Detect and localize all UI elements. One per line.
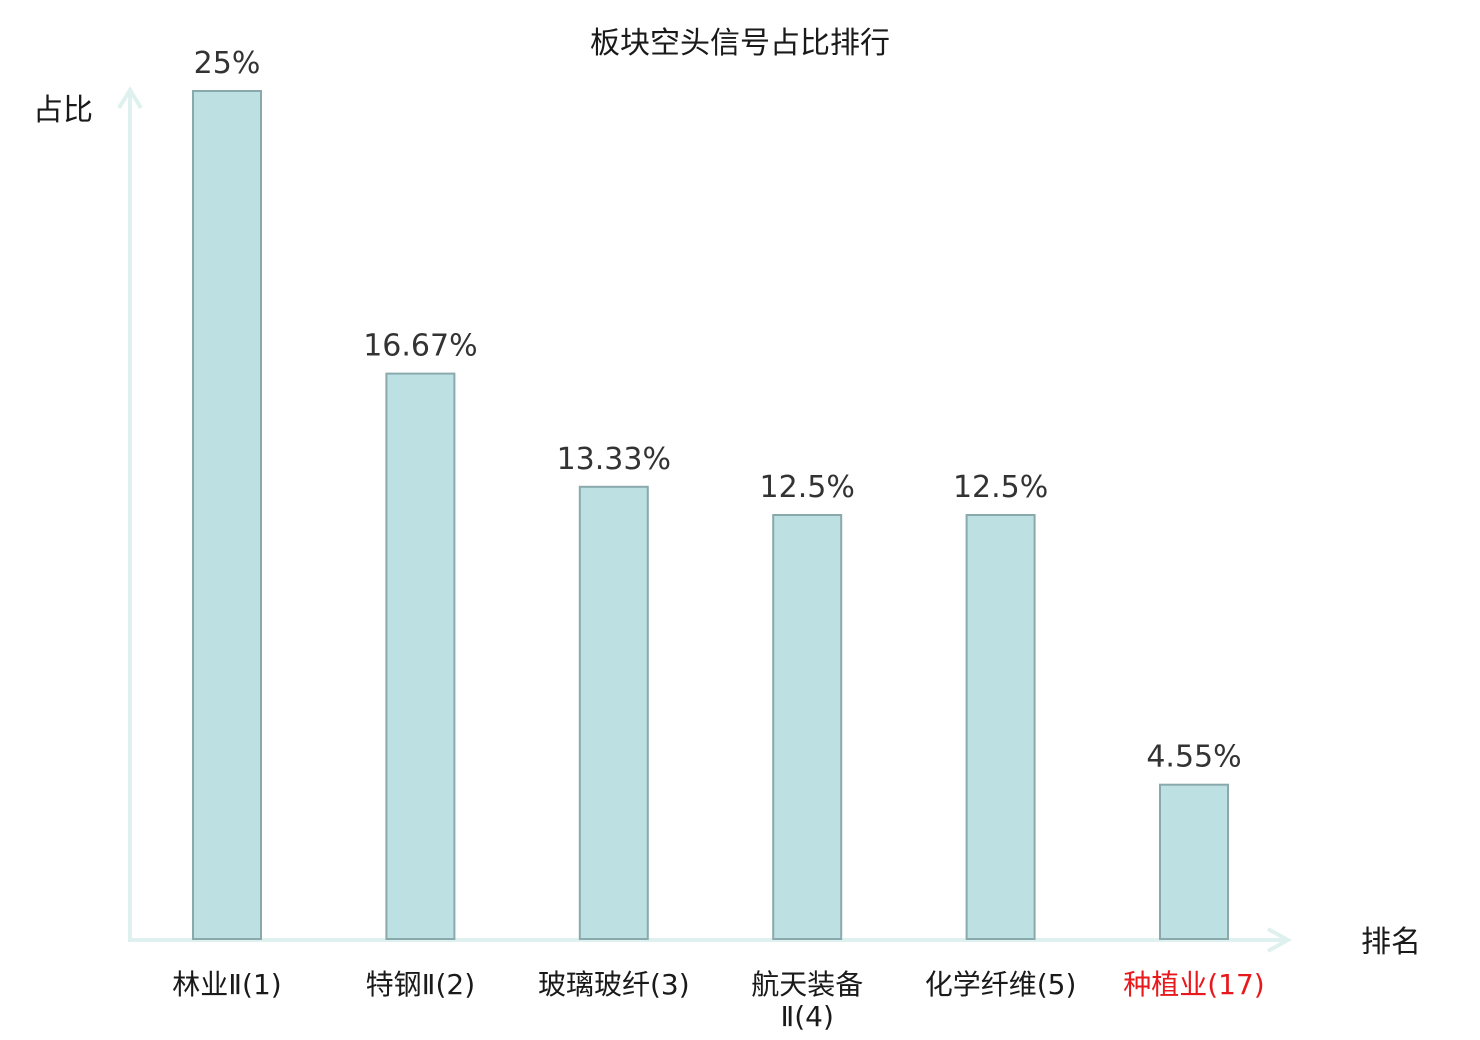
- bar-value-label: 25%: [194, 46, 261, 81]
- x-tick-label-line: 玻璃玻纤(3): [538, 968, 690, 1001]
- bar-value-label: 12.5%: [760, 470, 855, 505]
- y-axis-label: 占比: [33, 93, 93, 128]
- x-tick-label-line: Ⅱ(4): [780, 1000, 833, 1033]
- bar: [192, 90, 262, 940]
- bar: [578, 485, 649, 940]
- chart-title: 板块空头信号占比排行: [590, 26, 890, 61]
- x-tick-label-line: 化学纤维(5): [925, 968, 1077, 1001]
- x-tick-label: 航天装备 Ⅱ(4): [751, 968, 863, 1033]
- bar: [385, 372, 456, 941]
- value-labels-group: 25% 16.67% 13.33% 12.5% 12.5% 4.55%: [194, 46, 1242, 775]
- x-axis-arrow-icon: [1267, 927, 1293, 953]
- bars-group: [192, 90, 1229, 941]
- x-tick-label: 化学纤维(5): [925, 968, 1077, 1001]
- x-tick-label: 特钢Ⅱ(2): [366, 968, 475, 1001]
- x-tick-labels-group: 林业Ⅱ(1) 特钢Ⅱ(2) 玻璃玻纤(3) 航天装备 Ⅱ(4) 化学纤维(5) 种植业(17…: [172, 968, 1264, 1033]
- bar-value-label: 16.67%: [363, 329, 477, 364]
- bar-value-label: 13.33%: [557, 442, 671, 477]
- x-tick-label: 玻璃玻纤(3): [538, 968, 690, 1001]
- x-tick-label-line: 特钢Ⅱ(2): [366, 968, 475, 1001]
- x-tick-label-line: 林业Ⅱ(1): [172, 968, 281, 1001]
- y-axis-arrow-icon: [117, 86, 143, 110]
- bar: [772, 514, 843, 940]
- bar: [1159, 783, 1229, 941]
- x-tick-label-line: 航天装备: [751, 968, 863, 1001]
- y-axis: [117, 86, 143, 940]
- x-tick-label: 种植业(17): [1123, 968, 1264, 1001]
- bar: [965, 514, 1036, 940]
- bar-value-label: 4.55%: [1146, 740, 1241, 775]
- x-axis-label: 排名: [1361, 925, 1421, 960]
- x-tick-label-line: 种植业(17): [1123, 968, 1264, 1001]
- bar-value-label: 12.5%: [953, 470, 1048, 505]
- x-axis: [128, 927, 1293, 953]
- x-tick-label: 林业Ⅱ(1): [172, 968, 281, 1001]
